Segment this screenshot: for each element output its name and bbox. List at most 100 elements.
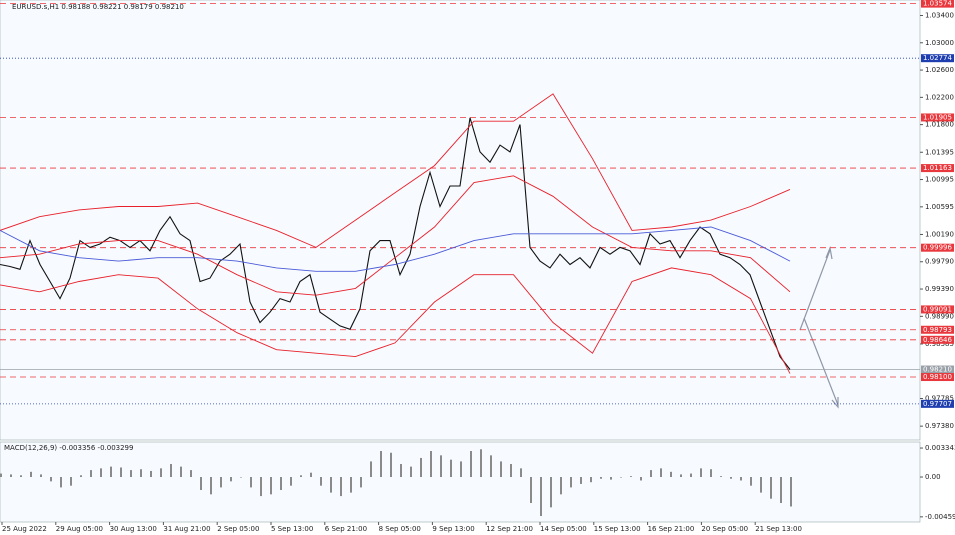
series-line <box>0 226 791 272</box>
bar <box>670 471 672 478</box>
bar <box>370 461 372 478</box>
level-label: 0.99996 <box>923 244 952 252</box>
bar <box>500 461 502 478</box>
bar <box>630 476 632 478</box>
y-tick-label: 1.03000 <box>925 39 954 47</box>
y-tick-label: 0.97380 <box>925 422 954 430</box>
x-tick-label: 2 Sep 05:00 <box>217 525 259 533</box>
x-tick-label: 9 Sep 13:00 <box>432 525 474 533</box>
bar <box>270 477 272 495</box>
level-label: 1.01905 <box>923 113 952 121</box>
bar <box>680 474 682 478</box>
bar <box>420 457 422 478</box>
bar <box>540 477 542 517</box>
bar <box>550 477 552 508</box>
level-tag: 0.99091 <box>921 305 954 314</box>
y-tick-label: 1.02600 <box>925 66 954 74</box>
level-label: 0.98646 <box>923 336 952 344</box>
bar <box>340 477 342 497</box>
macd-pane <box>0 441 921 523</box>
bar <box>440 455 442 478</box>
level-box <box>921 305 954 314</box>
y-tick-label: 0.99390 <box>925 285 954 293</box>
bar <box>0 473 2 478</box>
x-tick-label: 30 Aug 13:00 <box>110 525 157 533</box>
y-tick-label: 0.98990 <box>925 312 954 320</box>
bar <box>600 477 602 479</box>
level-box <box>921 373 954 382</box>
bar <box>750 477 752 486</box>
y-tick-label: 1.02200 <box>925 93 954 101</box>
y-tick-label: 0.98585 <box>925 340 954 348</box>
bar <box>20 475 22 478</box>
bar <box>310 472 312 478</box>
bar <box>240 477 242 478</box>
y-tick-label: 1.00995 <box>925 176 954 184</box>
level-label: 0.98100 <box>923 373 952 381</box>
bar <box>350 477 352 493</box>
level-label: 1.02774 <box>923 54 952 62</box>
x-tick-label: 20 Sep 05:00 <box>701 525 748 533</box>
level-label: 1.01163 <box>923 164 952 172</box>
series-line <box>0 93 791 248</box>
level-tag: 1.01905 <box>921 113 954 122</box>
bar <box>520 468 522 478</box>
bar <box>470 451 472 478</box>
bar <box>200 477 202 491</box>
y-tick-label: 0.00 <box>925 473 941 481</box>
bar <box>170 464 172 478</box>
bar <box>620 477 622 478</box>
bar <box>490 455 492 478</box>
bar <box>480 449 482 478</box>
bar <box>60 477 62 488</box>
bar <box>210 477 212 495</box>
bar <box>710 469 712 478</box>
bar <box>30 471 32 478</box>
bar <box>610 477 612 480</box>
x-tick-label: 6 Sep 21:00 <box>325 525 367 533</box>
bar <box>250 477 252 488</box>
level-label: 0.97707 <box>923 400 952 408</box>
level-box <box>921 243 954 252</box>
x-tick-label: 5 Sep 13:00 <box>271 525 313 533</box>
level-tag: 0.98210 <box>921 365 954 374</box>
level-box <box>921 399 954 408</box>
level-box <box>921 113 954 122</box>
x-tick-label: 16 Sep 21:00 <box>648 525 695 533</box>
x-tick-label: 14 Sep 05:00 <box>540 525 587 533</box>
bar <box>590 477 592 483</box>
bar <box>390 452 392 478</box>
bar <box>730 477 732 479</box>
level-box <box>921 164 954 173</box>
level-label: 0.98210 <box>923 366 952 374</box>
bar <box>100 468 102 478</box>
y-tick-label: 1.01395 <box>925 148 954 156</box>
level-box <box>921 365 954 374</box>
bar <box>660 468 662 478</box>
level-box <box>921 0 954 8</box>
x-tick-label: 29 Aug 05:00 <box>56 525 103 533</box>
bar <box>580 477 582 484</box>
macd-title: MACD(12,26,9) -0.003356 -0.003299 <box>4 444 133 452</box>
bar <box>150 470 152 478</box>
level-tag: 1.03574 <box>921 0 954 8</box>
level-tag: 0.99996 <box>921 243 954 252</box>
level-tag: 0.97707 <box>921 399 954 408</box>
level-box <box>921 325 954 334</box>
level-box <box>921 54 954 63</box>
bar <box>160 468 162 478</box>
bar <box>450 459 452 478</box>
bar <box>690 473 692 478</box>
x-tick-label: 8 Sep 05:00 <box>379 525 421 533</box>
x-tick-label: 31 Aug 21:00 <box>163 525 210 533</box>
bar <box>230 477 232 482</box>
bar <box>180 466 182 478</box>
bar <box>770 477 772 499</box>
bar <box>760 477 762 493</box>
y-tick-label: 0.97785 <box>925 395 954 403</box>
y-tick-label: 1.00595 <box>925 203 954 211</box>
bar <box>560 477 562 495</box>
bar <box>780 477 782 504</box>
bar <box>130 470 132 478</box>
bar <box>50 477 52 482</box>
